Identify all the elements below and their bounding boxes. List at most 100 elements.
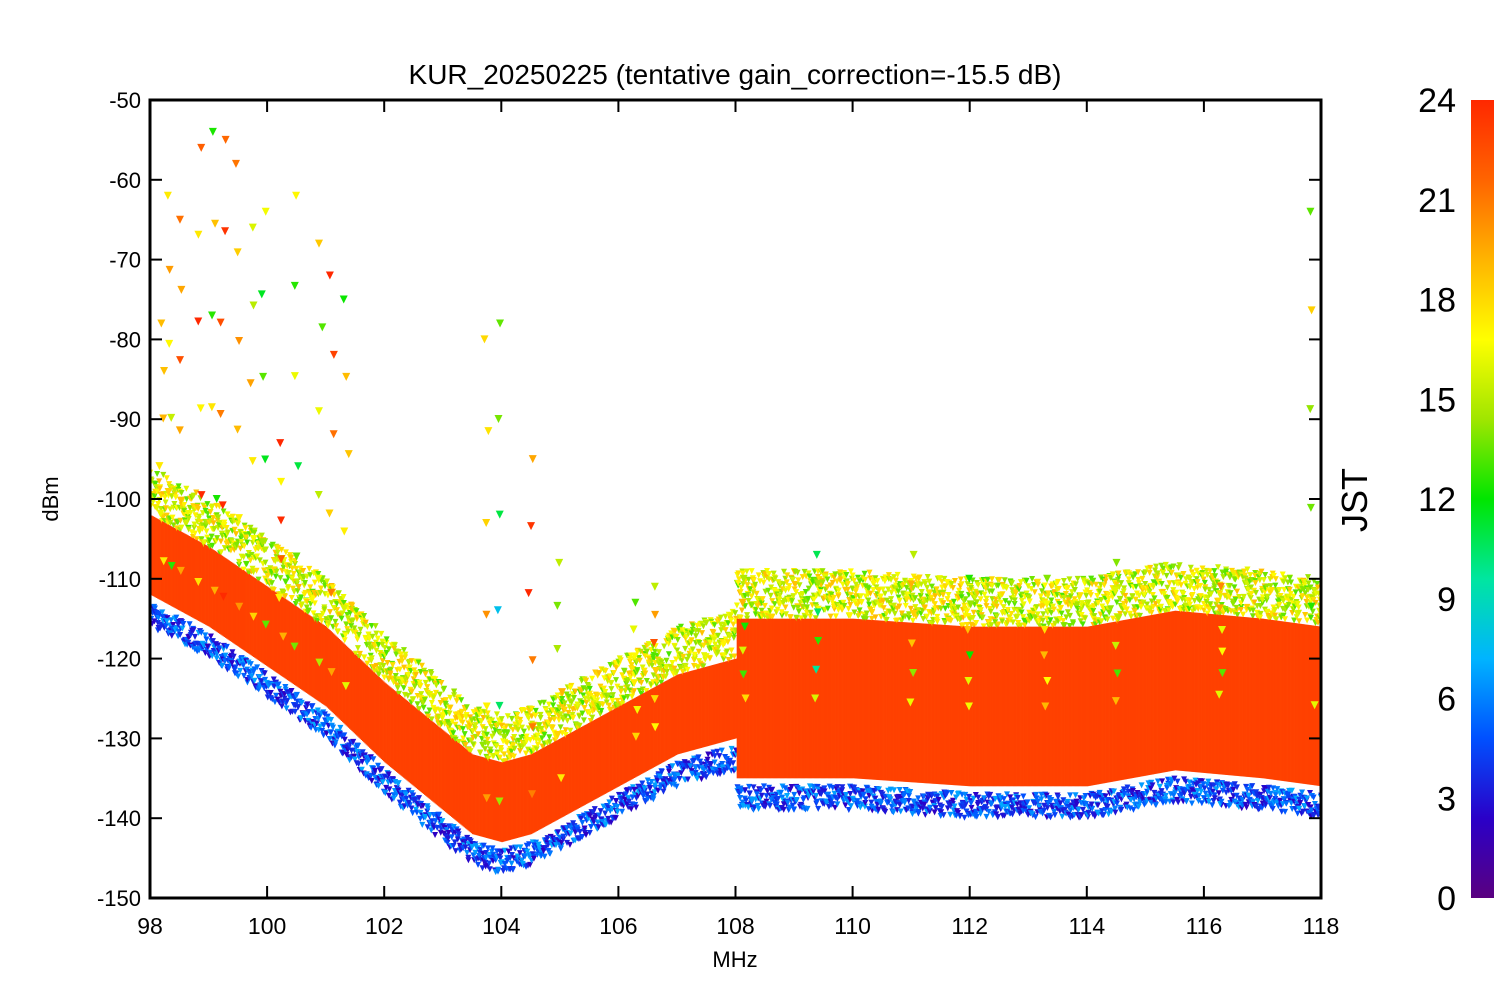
scatter-point bbox=[356, 650, 363, 657]
noise-floor-column bbox=[1077, 626, 1080, 787]
noise-floor-column bbox=[298, 608, 301, 689]
noise-floor-column bbox=[467, 750, 469, 831]
noise-floor-column bbox=[455, 740, 458, 821]
noise-floor-column bbox=[810, 618, 813, 779]
scatter-point bbox=[890, 809, 897, 816]
scatter-point bbox=[187, 510, 194, 517]
scatter-point bbox=[354, 645, 361, 652]
noise-floor-column bbox=[188, 536, 191, 616]
scatter-point bbox=[791, 791, 798, 798]
scatter-point bbox=[1030, 611, 1037, 618]
scatter-point bbox=[243, 666, 250, 673]
scatter-point bbox=[720, 656, 727, 663]
scatter-point bbox=[537, 714, 544, 721]
scatter-point bbox=[960, 622, 967, 629]
scatter-point bbox=[191, 530, 198, 537]
noise-floor-column bbox=[584, 724, 587, 805]
scatter-point bbox=[446, 722, 453, 729]
scatter-point bbox=[951, 577, 958, 584]
scatter-point bbox=[793, 589, 800, 596]
noise-floor-column bbox=[748, 618, 750, 779]
noise-floor-column bbox=[1036, 626, 1039, 787]
scatter-point bbox=[614, 803, 621, 810]
noise-floor-column bbox=[772, 618, 775, 779]
noise-floor-column bbox=[517, 757, 520, 838]
scatter-point bbox=[537, 700, 544, 707]
noise-floor-column bbox=[572, 731, 575, 812]
scatter-point bbox=[253, 567, 260, 574]
scatter-point bbox=[801, 795, 808, 802]
scatter-point bbox=[201, 539, 208, 546]
scatter-point bbox=[1100, 812, 1107, 819]
scatter-point bbox=[290, 585, 297, 592]
scatter-point bbox=[938, 803, 945, 810]
noise-floor-column bbox=[997, 626, 1000, 787]
scatter-point bbox=[167, 506, 174, 513]
scatter-point bbox=[984, 576, 991, 583]
noise-floor-column bbox=[730, 659, 733, 740]
noise-floor-column bbox=[215, 551, 218, 632]
noise-floor-column bbox=[1052, 626, 1055, 787]
scatter-point bbox=[1032, 814, 1039, 821]
noise-floor-column bbox=[648, 689, 651, 770]
scatter-point bbox=[1093, 581, 1100, 588]
scatter-point bbox=[459, 719, 466, 726]
scatter-point bbox=[1029, 576, 1036, 583]
noise-floor-column bbox=[826, 618, 829, 779]
noise-floor-column bbox=[1020, 626, 1022, 787]
scatter-point bbox=[768, 584, 775, 591]
noise-floor-column bbox=[682, 672, 685, 753]
scatter-point bbox=[712, 641, 719, 648]
scatter-point bbox=[875, 786, 882, 793]
noise-floor-column bbox=[1097, 624, 1099, 785]
scatter-point bbox=[254, 664, 261, 671]
scatter-point bbox=[262, 559, 269, 566]
noise-floor-column bbox=[408, 702, 411, 783]
scatter-point bbox=[159, 609, 166, 616]
noise-floor-column bbox=[1046, 626, 1049, 787]
scatter-point bbox=[366, 635, 373, 642]
scatter-point bbox=[213, 651, 220, 658]
scatter-point bbox=[619, 808, 626, 815]
scatter-point bbox=[1009, 811, 1016, 818]
scatter-point bbox=[203, 636, 210, 643]
noise-floor-column bbox=[626, 702, 629, 782]
noise-floor-column bbox=[891, 621, 893, 781]
scatter-point bbox=[995, 582, 1002, 589]
scatter-point bbox=[549, 707, 556, 714]
scatter-point bbox=[710, 629, 717, 636]
noise-floor-column bbox=[436, 725, 439, 806]
noise-floor-column bbox=[447, 734, 450, 815]
noise-floor-column bbox=[818, 618, 821, 779]
noise-floor-column bbox=[988, 626, 991, 787]
scatter-point bbox=[628, 662, 635, 669]
scatter-point bbox=[546, 712, 553, 719]
scatter-point bbox=[1114, 800, 1121, 807]
scatter-point bbox=[222, 652, 229, 659]
scatter-point bbox=[408, 805, 415, 812]
scatter-point bbox=[597, 808, 604, 815]
noise-floor-column bbox=[1102, 623, 1104, 784]
noise-floor-column bbox=[474, 754, 476, 835]
scatter-point bbox=[802, 589, 809, 596]
scatter-point bbox=[774, 591, 781, 598]
noise-floor-column bbox=[825, 618, 828, 779]
noise-floor-column bbox=[822, 618, 824, 779]
noise-floor-column bbox=[566, 734, 569, 815]
noise-floor-column bbox=[694, 669, 697, 750]
noise-floor-column bbox=[1029, 626, 1031, 787]
scatter-point bbox=[891, 610, 898, 617]
noise-floor-column bbox=[431, 720, 433, 801]
scatter-point bbox=[510, 742, 517, 749]
scatter-point bbox=[824, 800, 831, 807]
scatter-point bbox=[923, 613, 930, 620]
scatter-point bbox=[746, 783, 753, 790]
scatter-point bbox=[602, 667, 609, 674]
scatter-point bbox=[1017, 622, 1024, 629]
noise-floor-column bbox=[438, 726, 440, 807]
scatter-point bbox=[1120, 588, 1127, 595]
noise-floor-column bbox=[323, 625, 325, 705]
scatter-point bbox=[678, 770, 685, 777]
noise-floor-column bbox=[1050, 626, 1053, 787]
scatter-point bbox=[802, 614, 809, 621]
